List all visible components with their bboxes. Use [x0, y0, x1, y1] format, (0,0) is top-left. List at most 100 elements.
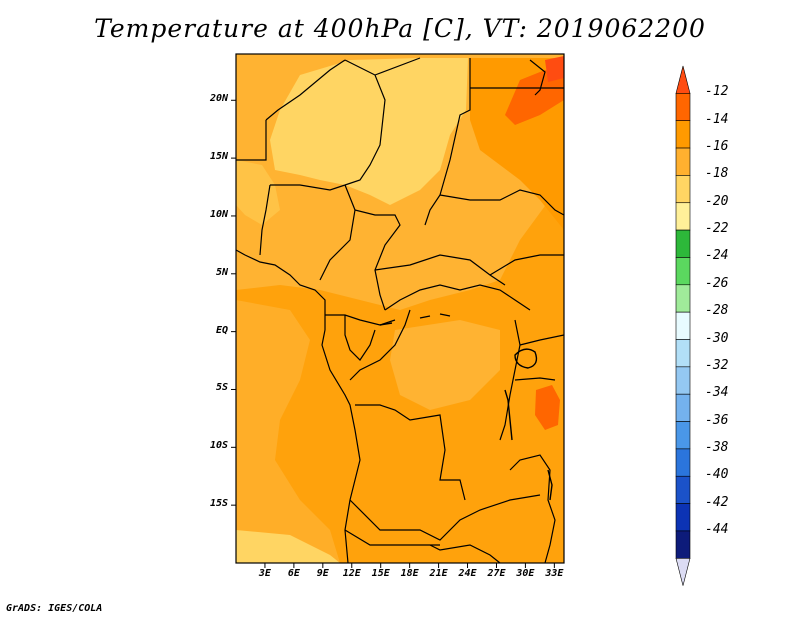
- colorbar-swatch: [675, 421, 691, 450]
- lake-malawi: [547, 469, 553, 501]
- colorbar-swatch: [675, 366, 691, 395]
- colorbar-level-label: -24: [705, 248, 729, 264]
- colorbar-level-label: -14: [705, 111, 729, 127]
- border-benin: [259, 184, 271, 256]
- lat-tick-label: EQ: [215, 324, 228, 336]
- map-borders: [236, 57, 564, 563]
- colorbar-level-label: -34: [705, 385, 729, 401]
- colorbar-top-arrow: [675, 65, 691, 94]
- colorbar-swatch: [675, 339, 691, 368]
- lon-tick-label: 27E: [487, 568, 506, 579]
- colorbar-swatch: [675, 229, 691, 258]
- lat-tick-label: 10S: [209, 440, 228, 452]
- colorbar-level-label: -30: [705, 330, 729, 346]
- colorbar-level-label: -44: [705, 521, 729, 537]
- border-algeria-mali: [265, 59, 346, 121]
- border-nigeria-cameroon: [319, 184, 356, 281]
- colorbar-level-label: -16: [705, 139, 729, 155]
- border-libya-chad-north: [374, 57, 421, 76]
- map-frame: [235, 53, 565, 564]
- colorbar-swatch: [675, 202, 691, 231]
- map-title: Temperature at 400hPa [C], VT: 201906220…: [94, 14, 706, 43]
- colorbar-swatch: [675, 475, 691, 504]
- colorbar-swatch: [675, 503, 691, 532]
- lon-tick-label: 18E: [400, 568, 419, 579]
- border-namibia: [344, 529, 440, 546]
- colorbar-swatch: [675, 448, 691, 477]
- colorbar-swatch: [675, 393, 691, 422]
- lon-tick-label: 24E: [458, 568, 477, 579]
- lat-tick-label: 15S: [209, 498, 228, 510]
- lon-tick-label: 12E: [342, 568, 361, 579]
- lat-tick-label: 20N: [209, 93, 228, 105]
- border-malawi-mozambique: [509, 454, 556, 563]
- lon-tick-label: 6E: [287, 568, 300, 579]
- colorbar-level-label: -28: [705, 303, 729, 319]
- field-hot-patch-east: [535, 385, 560, 430]
- colorbar-level-label: -32: [705, 357, 729, 373]
- colorbar-level-label: -18: [705, 166, 729, 182]
- border-mauritania-mali: [236, 120, 267, 161]
- border-south-sudan: [489, 254, 564, 276]
- colorbar-level-label: -38: [705, 439, 729, 455]
- field-hot-patch-north: [505, 70, 564, 125]
- lon-tick-label: 21E: [429, 568, 448, 579]
- border-drc-congo: [349, 309, 411, 381]
- colorbar-swatch: [675, 311, 691, 340]
- border-car-sudan: [374, 254, 506, 286]
- border-red-sea: [529, 59, 546, 96]
- border-angola-zambia: [349, 494, 541, 541]
- lat-tick-label: 5N: [215, 266, 228, 278]
- river-marks: [379, 313, 451, 326]
- colorbar-swatch: [675, 257, 691, 286]
- border-chad-sudan: [424, 58, 471, 226]
- colorbar-bottom-arrow: [675, 557, 691, 586]
- lat-tick-label: 10N: [209, 208, 228, 220]
- grads-credit: GrADS: IGES/COLA: [6, 603, 103, 614]
- colorbar-swatch: [675, 93, 691, 121]
- lon-tick-label: 3E: [258, 568, 271, 579]
- lon-tick-label: 15E: [371, 568, 390, 579]
- field-sahara-warm-area: [270, 58, 468, 205]
- field-southwest-band: [236, 300, 340, 563]
- colorbar-level-label: -20: [705, 193, 729, 209]
- border-tanzania: [514, 377, 556, 381]
- colorbar-swatch: [675, 530, 691, 559]
- border-angola-drc: [355, 404, 466, 501]
- colorbar-level-label: -36: [705, 412, 729, 428]
- field-central-band: [390, 320, 500, 410]
- lat-tick-label: 5S: [215, 382, 228, 394]
- lon-tick-label: 30E: [516, 568, 535, 579]
- lake-tanganyika: [504, 389, 513, 441]
- border-car-drc: [384, 284, 531, 311]
- colorbar-level-label: -12: [705, 84, 729, 100]
- field-southwest-yellow: [236, 530, 340, 563]
- border-drc-east: [499, 319, 521, 441]
- colorbar-level-label: -42: [705, 494, 729, 510]
- lon-tick-label: 9E: [316, 568, 329, 579]
- colorbar-level-label: -22: [705, 221, 729, 237]
- border-botswana: [429, 544, 501, 563]
- colorbar-swatch: [675, 120, 691, 149]
- lake-victoria: [514, 348, 538, 369]
- field-west-band: [236, 160, 280, 225]
- axis-ticks: [231, 99, 555, 568]
- colorbar-level-label: -26: [705, 275, 729, 291]
- border-gabon-congo: [325, 314, 396, 326]
- border-niger-nigeria: [270, 184, 346, 191]
- colorbar-swatch: [675, 147, 691, 176]
- field-hotter-patch-north: [545, 56, 564, 82]
- colorbar-swatch: [675, 175, 691, 204]
- coastline-west: [236, 249, 361, 563]
- lat-tick-label: 15N: [209, 151, 228, 163]
- border-uganda: [519, 334, 564, 346]
- border-sudan-ethiopia: [439, 189, 564, 216]
- border-congo: [344, 315, 376, 361]
- temperature-field: [236, 54, 564, 563]
- colorbar-swatch: [675, 284, 691, 313]
- border-chad-car: [354, 209, 401, 311]
- lon-tick-label: 33E: [545, 568, 564, 579]
- colorbar-level-label: -40: [705, 467, 729, 483]
